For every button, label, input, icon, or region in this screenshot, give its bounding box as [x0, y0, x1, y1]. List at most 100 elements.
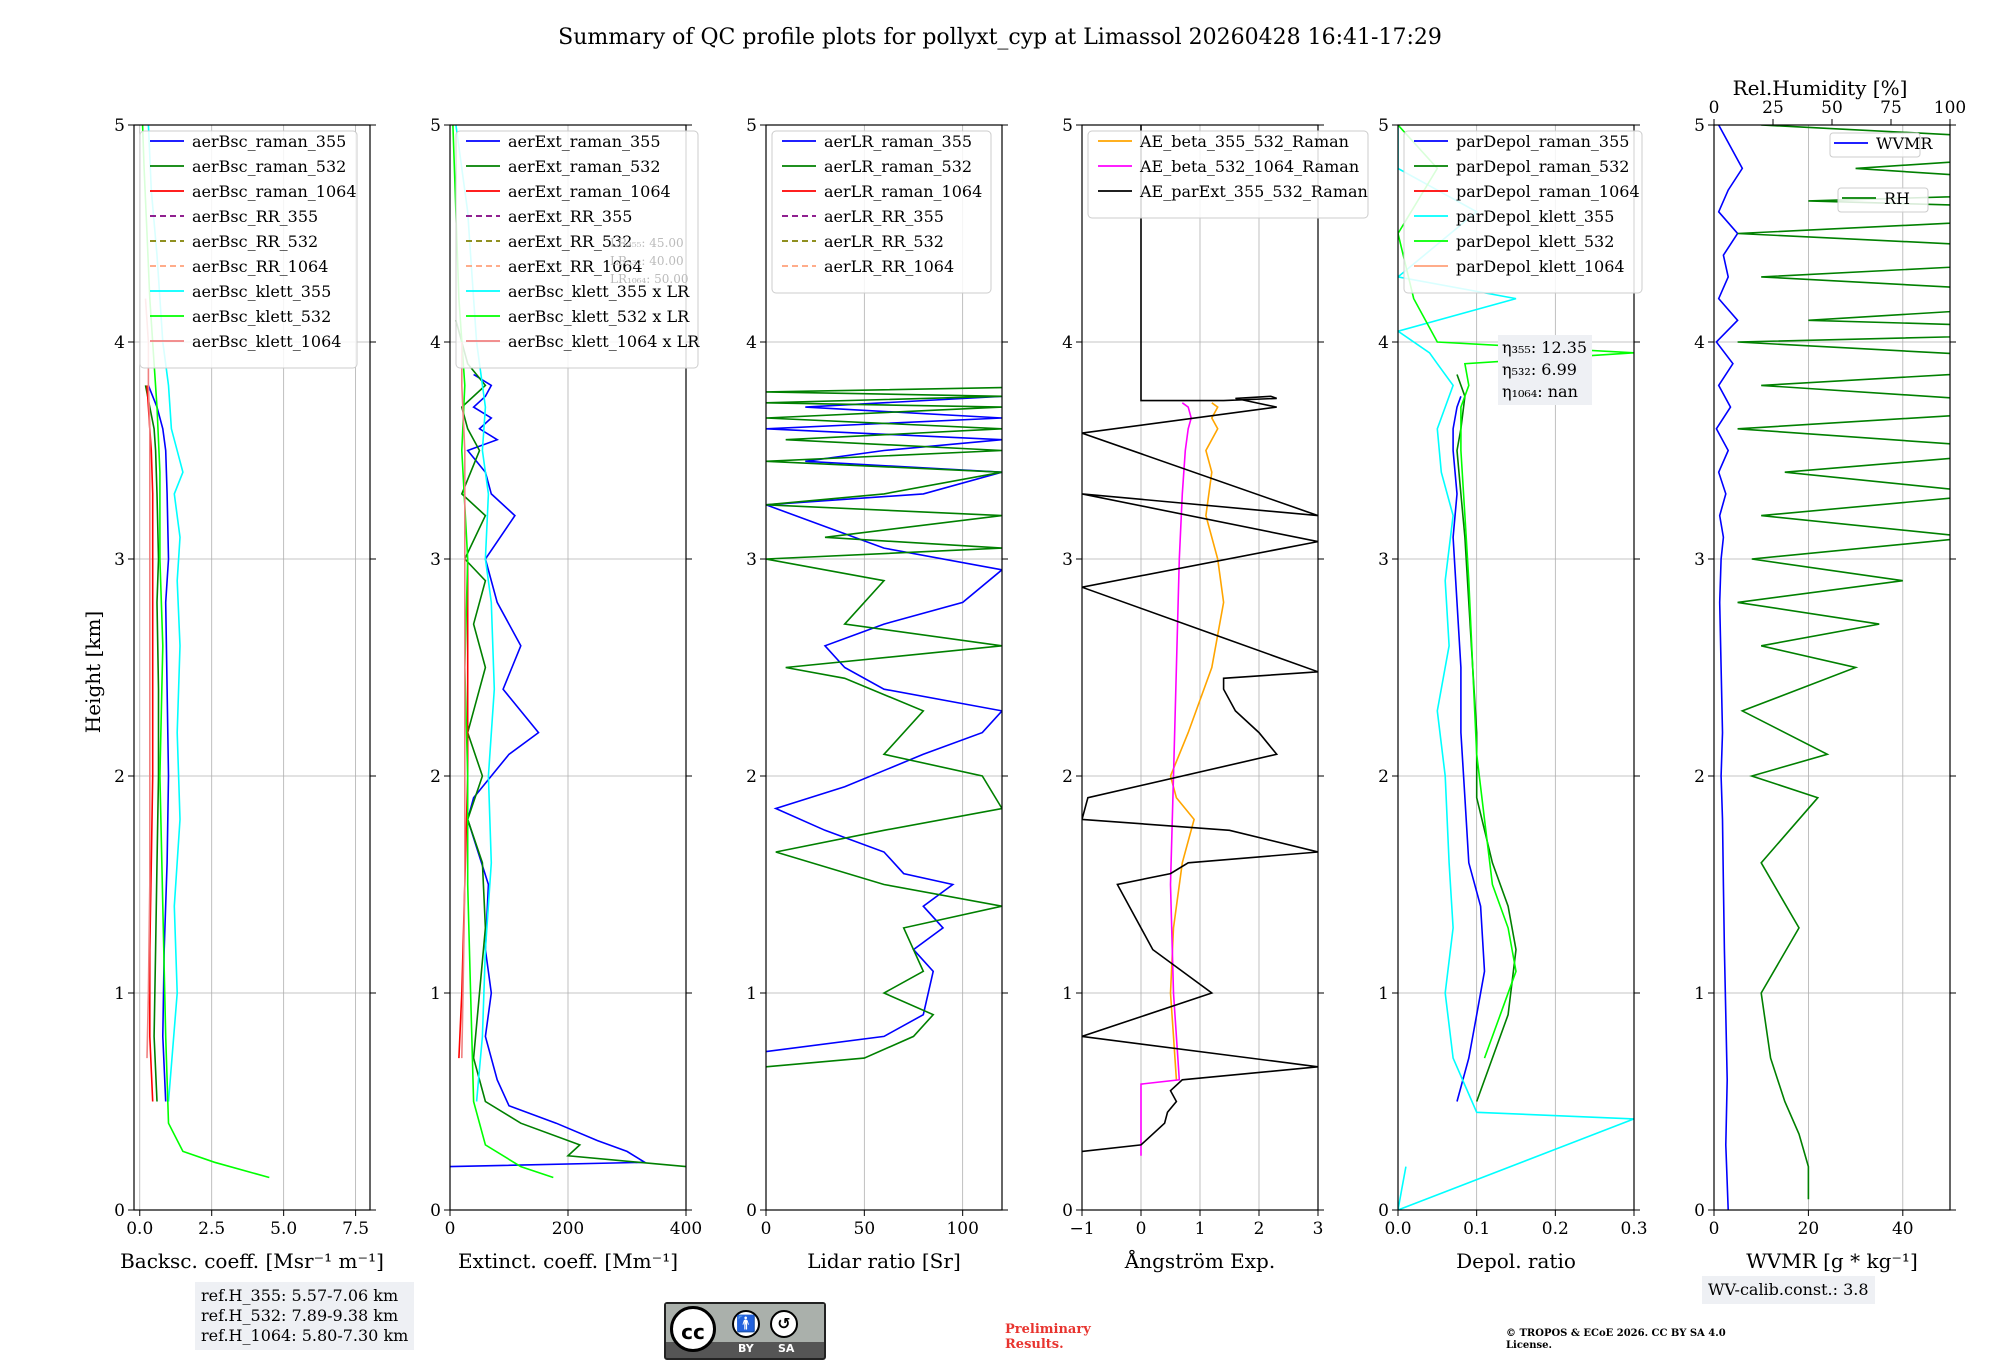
series-line-aerBsc_klett_1064 — [144, 298, 151, 1059]
x-axis-label: Depol. ratio — [1456, 1249, 1576, 1273]
y-tick-label: 1 — [746, 984, 757, 1004]
series-group — [1398, 125, 1634, 1210]
wv-calib-box: WV-calib.const.: 3.8 — [1702, 1276, 1875, 1304]
series-line-WVMR — [1715, 125, 1744, 1210]
reference-height-box: ref.H_355: 5.57-7.06 km ref.H_532: 7.89-… — [195, 1282, 415, 1350]
y-tick-label: 0 — [114, 1201, 125, 1221]
legend-entry: aerBsc_RR_1064 — [192, 257, 328, 276]
series-group — [1082, 125, 1318, 1156]
series-line-aerExt_raman_532 — [455, 320, 686, 1168]
panel-1: 0.0 2.5 5.0 7.5 0 1 2 3 4 5 Backsc. coeff. [Msr⁻¹ … — [114, 116, 384, 1273]
top-axis-tick-label: 25 — [1762, 98, 1784, 118]
legend-entry: aerLR_raman_1064 — [824, 182, 982, 201]
legend-entry: aerBsc_raman_355 — [192, 132, 346, 151]
y-tick-label: 1 — [1378, 984, 1389, 1004]
y-tick-label: 4 — [1694, 333, 1705, 353]
legend-entry: AE_parExt_355_532_Raman — [1139, 182, 1368, 201]
x-tick-label: −1 — [1069, 1219, 1094, 1239]
x-tick-label: 0 — [1136, 1219, 1147, 1239]
legend-entry: AE_beta_355_532_Raman — [1139, 132, 1349, 151]
series-line-AE_beta_532_1064_Raman — [1140, 402, 1193, 1156]
series-line-RH — [1737, 125, 1950, 1200]
legend-entry: aerLR_RR_355 — [824, 207, 944, 226]
panel-frame — [1713, 124, 1951, 1211]
legend-entry: WVMR — [1876, 134, 1933, 153]
cc-license-badge: cc 🚹 ↺ BY SA — [664, 1302, 826, 1360]
y-tick-label: 2 — [746, 767, 757, 787]
y-tick-label: 2 — [1062, 767, 1073, 787]
legend-entry: AE_beta_532_1064_Raman — [1139, 157, 1359, 176]
x-tick-label: 2.5 — [198, 1219, 225, 1239]
y-tick-label: 3 — [114, 550, 125, 570]
y-tick-label: 0 — [430, 1201, 441, 1221]
panel-3: 0 50 100 0 1 2 3 4 5 Lidar ratio [Sr] aerLR_raman_… — [746, 116, 1008, 1273]
x-tick-label: 400 — [670, 1219, 702, 1239]
y-tick-label: 4 — [1378, 333, 1389, 353]
y-tick-label: 5 — [1062, 116, 1073, 136]
series-line-aerBsc_raman_532 — [144, 385, 160, 1102]
cc-icon: cc — [670, 1306, 716, 1352]
panel-frame — [765, 124, 1003, 1211]
ref-height-532: ref.H_532: 7.89-9.38 km — [201, 1306, 399, 1325]
legend-frame — [1087, 130, 1369, 219]
y-tick-label: 1 — [430, 984, 441, 1004]
series-line-parDepol_raman_355 — [1452, 396, 1486, 1102]
x-tick-label: 0.0 — [1384, 1219, 1411, 1239]
y-tick-label: 4 — [114, 333, 125, 353]
panel-6: 0 20 40 0 1 2 3 4 5 WVMR [g * kg⁻¹] WVMR RH 0 25 50 75 1… — [1694, 76, 1966, 1273]
ref-height-355: ref.H_355: 5.57-7.06 km — [201, 1286, 399, 1305]
cc-by-label: BY — [738, 1342, 754, 1355]
series-line-aerBsc_klett_1064 x LR — [460, 342, 466, 1059]
legend-entry: aerLR_RR_1064 — [824, 257, 954, 276]
y-tick-label: 2 — [1378, 767, 1389, 787]
legend-entry: aerBsc_raman_532 — [192, 157, 346, 176]
y-tick-label: 1 — [114, 984, 125, 1004]
panel-2: 0 200 400 0 1 2 3 4 5 Extinct. coeff. [Mm⁻¹] aerEx… — [430, 116, 702, 1273]
top-axis-tick-label: 75 — [1880, 98, 1902, 118]
legend-entry: parDepol_klett_532 — [1456, 232, 1614, 251]
y-tick-label: 3 — [1694, 550, 1705, 570]
x-tick-label: 2 — [1254, 1219, 1265, 1239]
x-tick-label: 0 — [761, 1219, 772, 1239]
series-line-AE_parExt_355_532_Raman — [1082, 125, 1318, 1153]
legend-entry: aerBsc_raman_1064 — [192, 182, 357, 201]
legend-entry: aerLR_raman_532 — [824, 157, 972, 176]
y-tick-label: 5 — [746, 116, 757, 136]
x-axis-label: Lidar ratio [Sr] — [807, 1249, 961, 1273]
legend-entry: aerExt_RR_355 — [508, 207, 632, 226]
x-axis-label: WVMR [g * kg⁻¹] — [1746, 1249, 1918, 1273]
top-axis-tick-label: 50 — [1821, 98, 1843, 118]
x-axis-label: Backsc. coeff. [Msr⁻¹ m⁻¹] — [120, 1249, 384, 1273]
legend-entry: aerExt_raman_1064 — [508, 182, 671, 201]
legend-entry: aerExt_RR_1064 — [508, 257, 643, 276]
legend-frame — [1829, 132, 1921, 158]
x-tick-label: 1 — [1195, 1219, 1206, 1239]
series-group — [766, 386, 1002, 1068]
legend-frame — [139, 130, 358, 369]
legend-frame — [771, 130, 992, 294]
legend-entry: aerBsc_RR_532 — [192, 232, 318, 251]
y-tick-label: 5 — [1378, 116, 1389, 136]
y-tick-label: 2 — [430, 767, 441, 787]
x-axis-label: Extinct. coeff. [Mm⁻¹] — [458, 1249, 678, 1273]
legend-entry: aerLR_raman_355 — [824, 132, 972, 151]
eta-label: η₁₀₆₄: nan — [1502, 382, 1578, 401]
series-group — [1715, 125, 1950, 1210]
y-tick-label: 2 — [1694, 767, 1705, 787]
series-line-AE_beta_355_532_Raman — [1169, 402, 1225, 1080]
series-line-aerLR_raman_355 — [766, 395, 1002, 1053]
y-tick-label: 4 — [1062, 333, 1073, 353]
legend-entry: parDepol_klett_355 — [1456, 207, 1614, 226]
y-tick-label: 0 — [1694, 1201, 1705, 1221]
legend-entry: aerBsc_klett_532 x LR — [508, 307, 690, 326]
x-tick-label: 5.0 — [270, 1219, 297, 1239]
panel-5: 0.0 0.1 0.2 0.3 0 1 2 3 4 5 Depol. ratio parDepol_r… — [1378, 116, 1647, 1273]
y-axis-label: Height [km] — [81, 611, 105, 733]
eta-box — [1498, 335, 1592, 405]
x-tick-label: 0.3 — [1620, 1219, 1647, 1239]
legend-entry: aerBsc_klett_1064 x LR — [508, 332, 700, 351]
legend-entry: aerBsc_klett_355 x LR — [508, 282, 690, 301]
legend-entry: aerLR_RR_532 — [824, 232, 944, 251]
top-axis-tick-label: 100 — [1934, 98, 1966, 118]
